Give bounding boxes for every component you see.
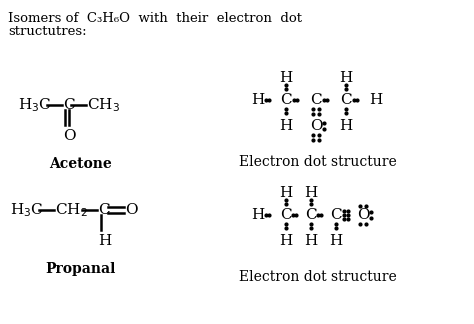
Text: C: C <box>280 208 292 222</box>
Text: H: H <box>98 234 111 248</box>
Text: C: C <box>310 93 322 107</box>
Text: H: H <box>279 71 292 85</box>
Text: C: C <box>305 208 317 222</box>
Text: Electron dot structure: Electron dot structure <box>239 270 397 284</box>
Text: H: H <box>339 119 353 133</box>
Text: O: O <box>357 208 369 222</box>
Text: Isomers of  C₃H₆O  with  their  electron  dot: Isomers of C₃H₆O with their electron dot <box>8 12 302 25</box>
Text: O: O <box>310 119 322 133</box>
Text: H: H <box>339 71 353 85</box>
Text: H: H <box>251 93 264 107</box>
Text: H: H <box>279 234 292 248</box>
Text: H: H <box>304 186 318 200</box>
Text: structutres:: structutres: <box>8 25 87 38</box>
Text: Electron dot structure: Electron dot structure <box>239 155 397 169</box>
Text: H: H <box>329 234 343 248</box>
Text: H: H <box>279 119 292 133</box>
Text: H$_3$C: H$_3$C <box>10 201 44 219</box>
Text: O: O <box>63 129 76 143</box>
Text: H: H <box>304 234 318 248</box>
Text: Acetone: Acetone <box>49 157 111 171</box>
Text: Propanal: Propanal <box>45 262 115 276</box>
Text: C: C <box>280 93 292 107</box>
Text: C: C <box>98 203 109 217</box>
Text: H$_3$C: H$_3$C <box>18 96 52 114</box>
Text: H: H <box>251 208 264 222</box>
Text: H: H <box>279 186 292 200</box>
Text: CH$_3$: CH$_3$ <box>87 96 120 114</box>
Text: C: C <box>330 208 342 222</box>
Text: O: O <box>125 203 137 217</box>
Text: H: H <box>369 93 383 107</box>
Text: C: C <box>340 93 352 107</box>
Text: C: C <box>63 98 74 112</box>
Text: CH$_2$: CH$_2$ <box>55 201 88 219</box>
